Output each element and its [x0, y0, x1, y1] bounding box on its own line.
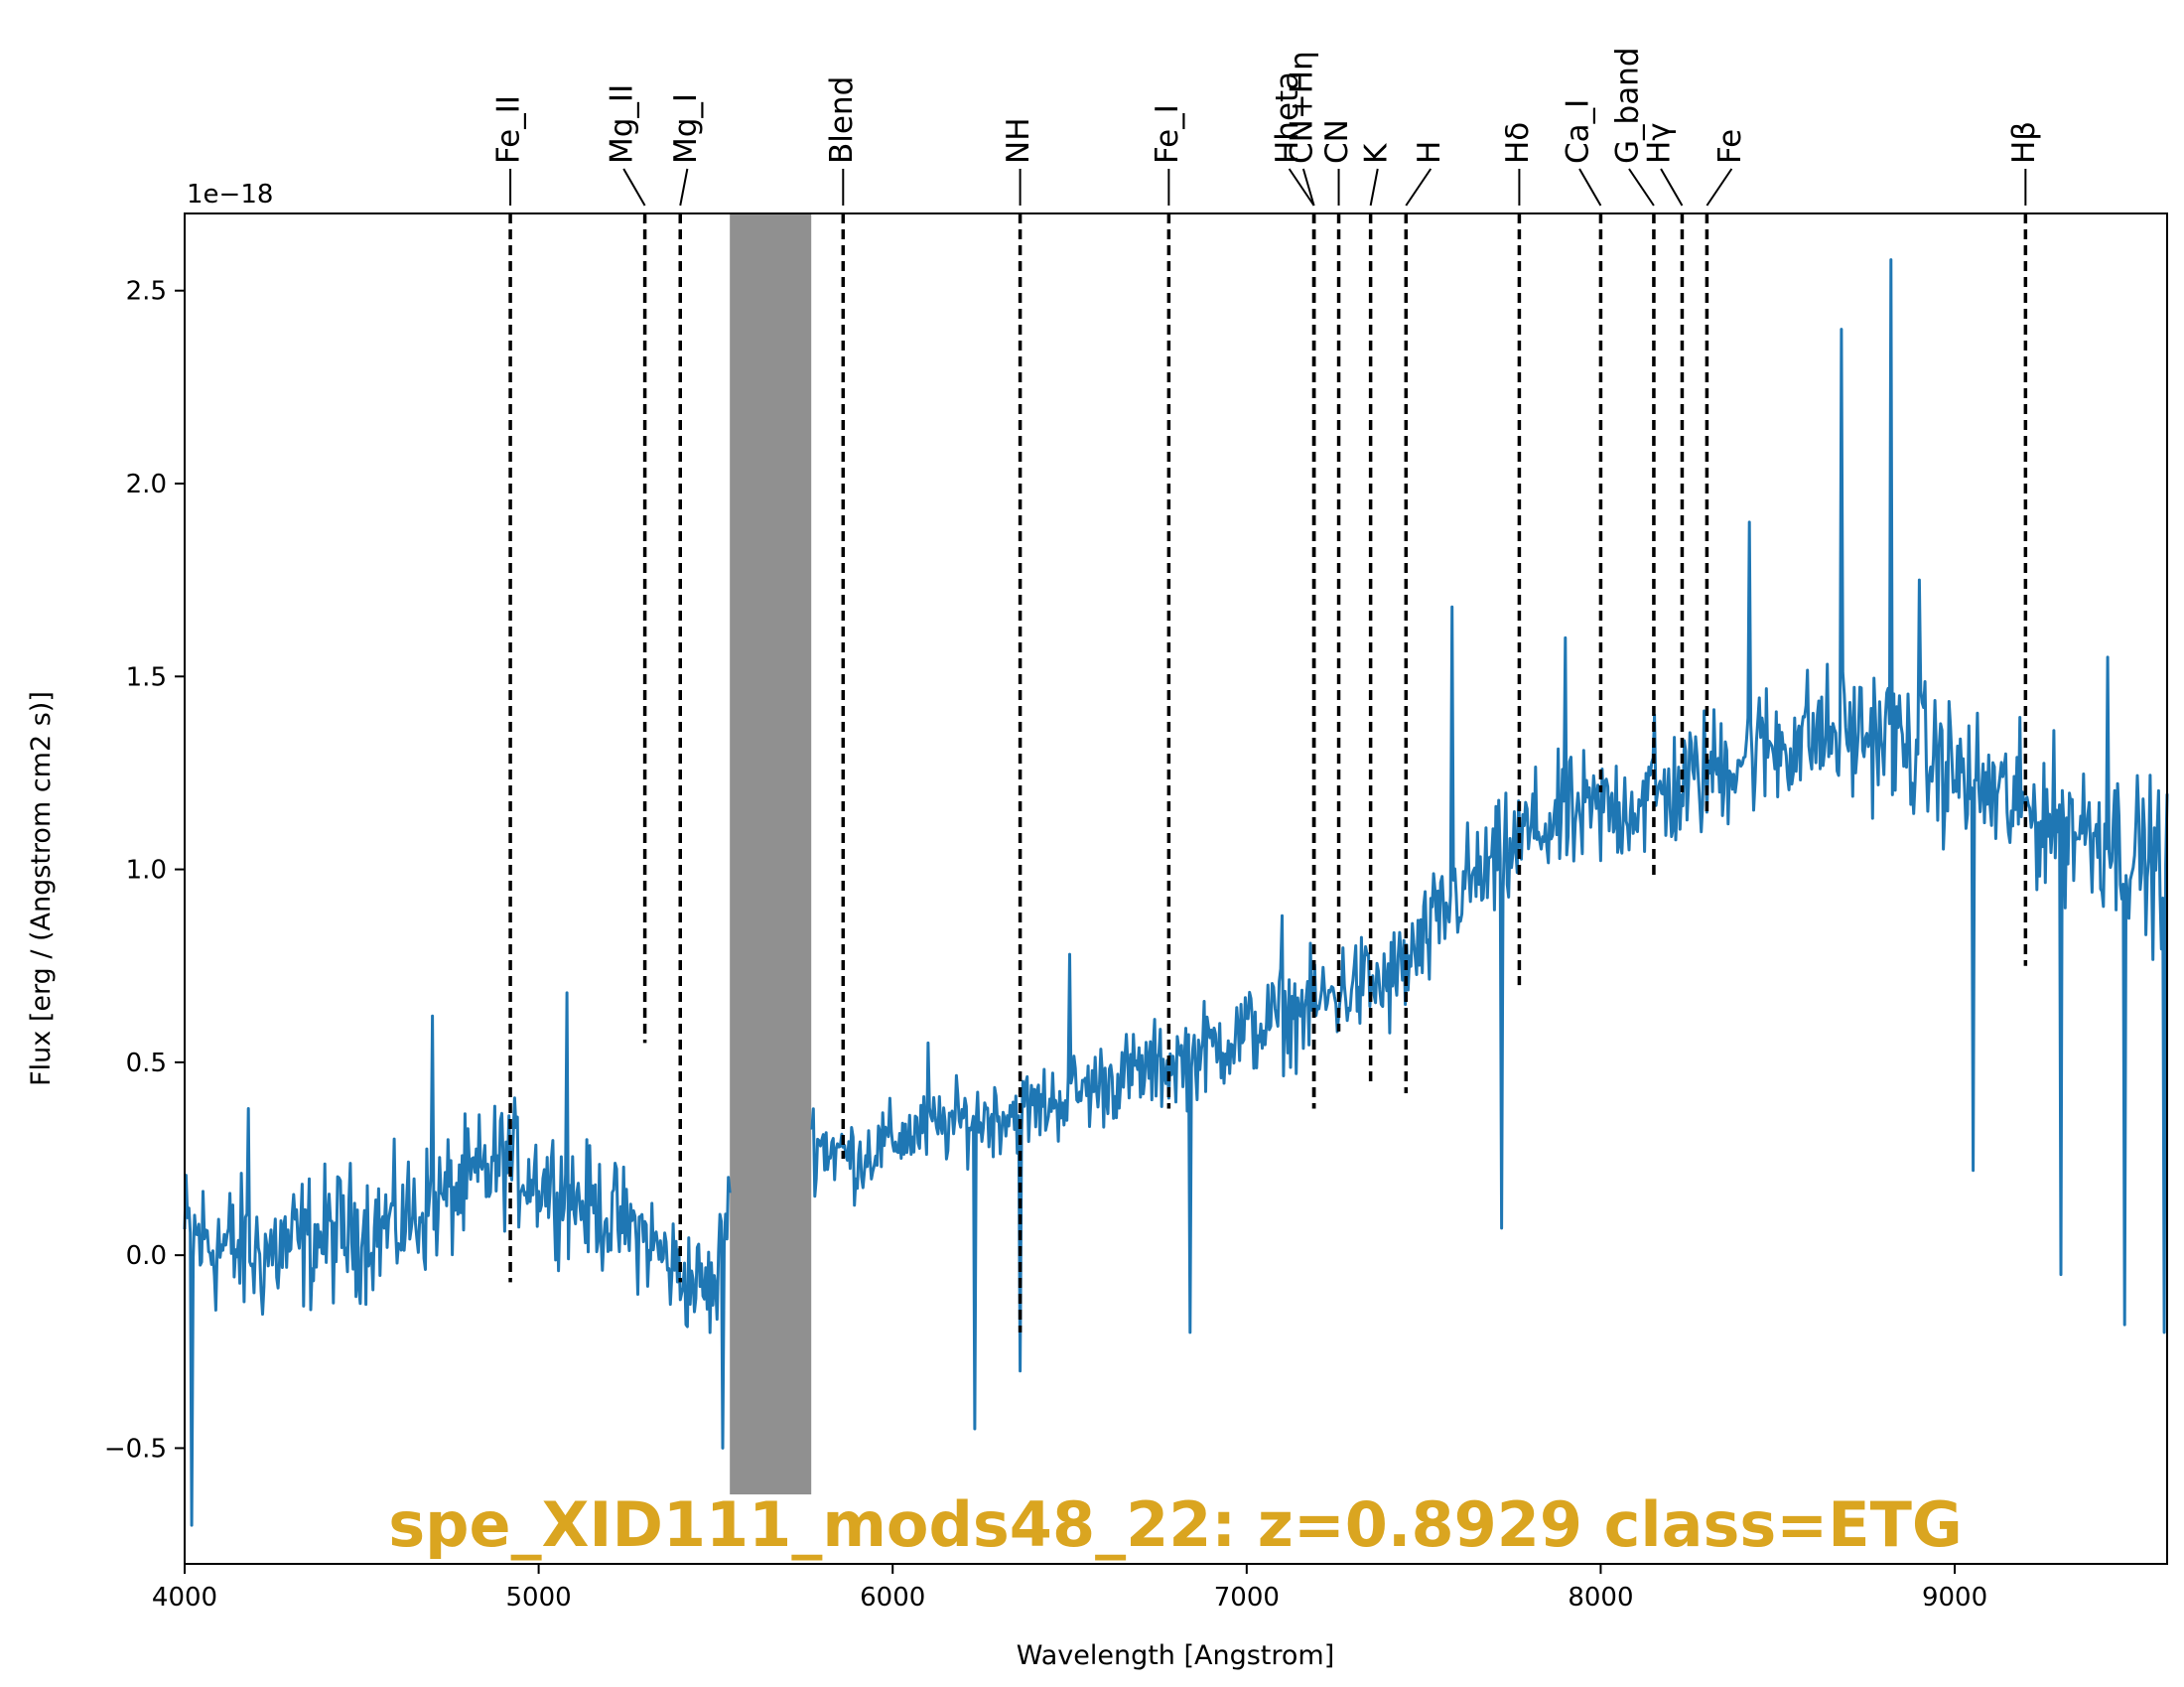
x-tick-label-4: 8000 [1568, 1583, 1633, 1613]
line-label-8: CN [1319, 119, 1355, 164]
y-tick-label-6: 2.5 [126, 277, 167, 307]
line-label-12: Ca_I [1561, 99, 1596, 164]
x-tick-label-2: 6000 [860, 1583, 925, 1613]
line-label-10: H [1412, 141, 1447, 164]
line-label-11: Hδ [1500, 122, 1536, 164]
spectrum-layer [183, 258, 2169, 1527]
y-tick-label-4: 1.5 [126, 662, 167, 692]
line-leader-14 [1660, 168, 1684, 207]
x-tick-label-1: 5000 [506, 1583, 572, 1613]
plot-frame [184, 212, 2168, 1565]
spectrum-series-segment-0 [183, 991, 732, 1527]
line-leader-9 [1369, 168, 1379, 207]
y-offset-label: 1e−18 [187, 180, 273, 210]
x-tick-label-5: 9000 [1922, 1583, 1987, 1613]
line-leader-1 [622, 168, 646, 207]
line-label-6: CN+Hη [1284, 51, 1319, 164]
x-axis-label: Wavelength [Angstrom] [1017, 1640, 1335, 1671]
line-label-15: Fe [1712, 129, 1748, 164]
line-label-2: Mg_I [668, 93, 704, 164]
line-label-1: Mg_II [605, 84, 640, 164]
masked-band-layer [730, 213, 812, 1495]
line-leader-2 [679, 168, 689, 207]
line-label-4: NH [1001, 118, 1036, 165]
line-leader-13 [1628, 168, 1655, 207]
y-axis-label: Flux [erg / (Angstrom cm2 s)] [26, 691, 57, 1086]
y-tick-label-5: 2.0 [126, 470, 167, 499]
line-leader-6 [1301, 168, 1315, 207]
line-leader-10 [1405, 168, 1433, 207]
spectrum-series-segment-1 [810, 258, 2169, 1431]
line-label-3: Blend [824, 76, 860, 164]
line-label-0: Fe_II [491, 95, 527, 164]
y-tick-label-1: 0.0 [126, 1241, 167, 1271]
y-tick-label-2: 0.5 [126, 1049, 167, 1078]
axes-layer: 4000 5000 6000 7000 8000 9000 −0.5 0.0 0.5 1.0 1.5… [104, 277, 1987, 1613]
masked-band [730, 213, 812, 1495]
x-tick-label-0: 4000 [152, 1583, 217, 1613]
chart-title: spe_XID111_mods48_22: z=0.8929 class=ETG [388, 1488, 1963, 1561]
line-leader-15 [1706, 168, 1733, 207]
y-tick-label-0: −0.5 [104, 1434, 167, 1464]
line-label-16: Hβ [2006, 121, 2042, 164]
line-label-9: K [1358, 143, 1394, 164]
line-label-14: Hγ [1642, 122, 1678, 164]
line-label-5: Fe_I [1150, 104, 1185, 164]
line-leader-12 [1578, 168, 1602, 207]
line-leader-7 [1288, 168, 1315, 207]
x-tick-label-3: 7000 [1214, 1583, 1280, 1613]
y-tick-label-3: 1.0 [126, 856, 167, 886]
line-label-7: Hheta [1270, 71, 1305, 164]
line-label-13: G_band [1609, 47, 1645, 164]
